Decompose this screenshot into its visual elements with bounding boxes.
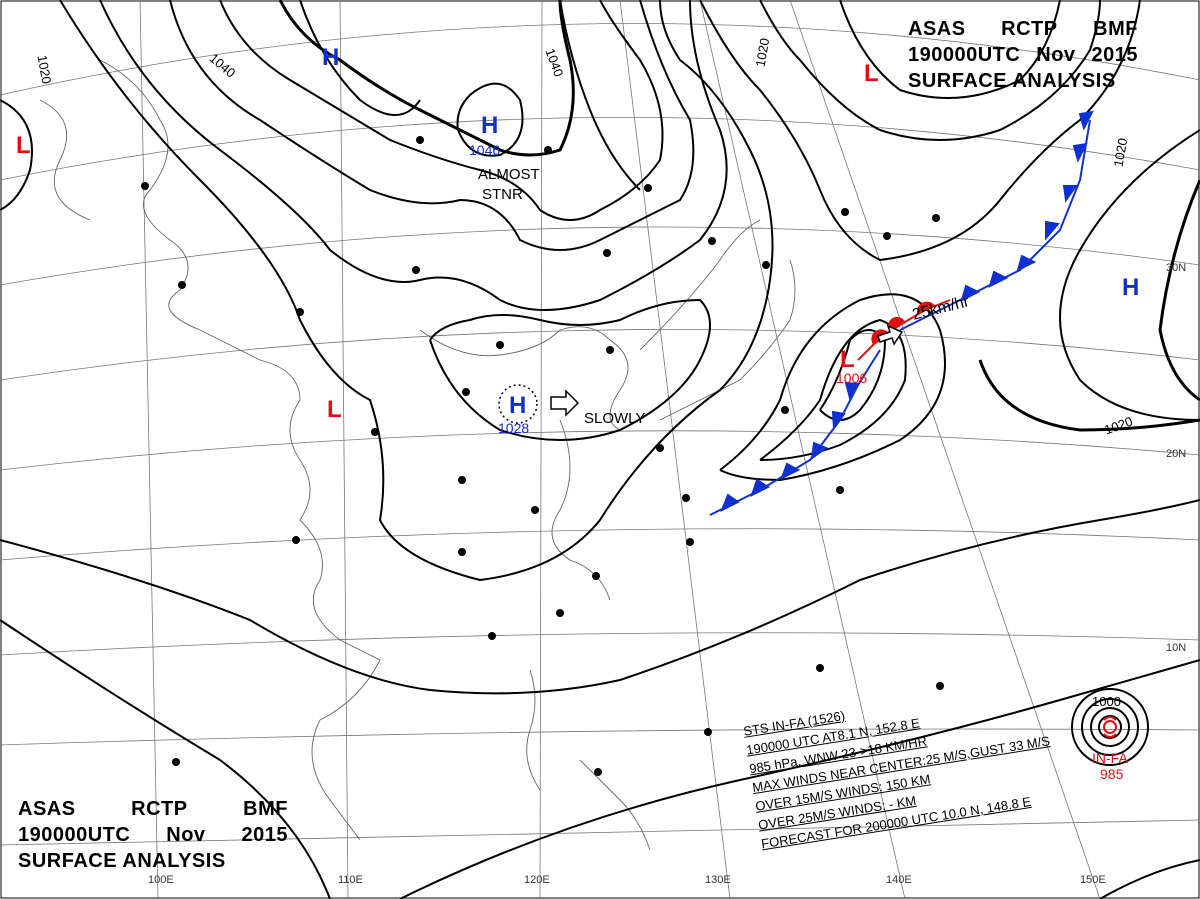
header-title: SURFACE ANALYSIS: [908, 70, 1116, 92]
header-time: 190000UTC: [18, 824, 131, 846]
header-bottom-left: ASAS RCTP BMF 190000UTC Nov 2015 SURFACE…: [18, 796, 288, 874]
motion-note-stnr: STNR: [482, 186, 523, 203]
header-top-right: ASAS RCTP BMF 190000UTC Nov 2015 SURFACE…: [908, 16, 1138, 94]
low-center-letter: L: [840, 346, 855, 373]
header-agency: ASAS: [908, 18, 966, 40]
high-center-value: 1028: [498, 420, 530, 436]
isobar-label: 1000: [1092, 694, 1121, 709]
header-station: RCTP: [131, 798, 188, 820]
high-center-letter: H: [509, 392, 527, 419]
header-month: Nov: [1036, 44, 1076, 66]
motion-arrows: [550, 324, 904, 417]
high-center-letter: H: [322, 44, 340, 71]
low-center-letter: L: [864, 60, 879, 87]
low-center-letter: L: [327, 396, 342, 423]
high-center-letter: H: [481, 112, 499, 139]
header-code: BMF: [243, 798, 288, 820]
cold-front: [709, 110, 1094, 516]
high-center-letter: H: [1122, 274, 1140, 301]
lon-label: 130E: [705, 874, 731, 886]
header-year: 2015: [1091, 44, 1138, 66]
typhoon-pressure: 985: [1100, 766, 1124, 782]
header-line-1: ASAS RCTP BMF: [18, 796, 288, 822]
header-line-2: 190000UTC Nov 2015: [18, 822, 288, 848]
typhoon-symbol: [1103, 716, 1117, 738]
header-year: 2015: [241, 824, 288, 846]
coastlines: [39, 59, 796, 851]
lat-label: 30N: [1166, 262, 1187, 274]
header-code: BMF: [1093, 18, 1138, 40]
warm-front: [857, 299, 951, 361]
motion-note-almost: ALMOST: [478, 166, 540, 183]
lon-label: 120E: [524, 874, 550, 886]
motion-note-slowly: SLOWLY: [584, 410, 646, 427]
lat-label: 20N: [1166, 448, 1187, 460]
high-center-value: 1046: [469, 142, 501, 158]
header-time: 190000UTC: [908, 44, 1021, 66]
low-center-letter: L: [16, 132, 31, 159]
lon-label: 100E: [148, 874, 174, 886]
low-center-value: 1006: [836, 370, 868, 386]
typhoon-name: IN-FA: [1092, 750, 1128, 766]
header-title: SURFACE ANALYSIS: [18, 850, 226, 872]
station-plots: [141, 136, 944, 776]
high-1028-ring: [498, 384, 538, 424]
lat-label: 10N: [1166, 642, 1187, 654]
lon-label: 110E: [338, 874, 363, 886]
header-agency: ASAS: [18, 798, 76, 820]
lon-label: 140E: [886, 874, 912, 886]
header-line-2: 190000UTC Nov 2015: [908, 42, 1138, 68]
lon-label: 150E: [1080, 874, 1106, 886]
header-line-1: ASAS RCTP BMF: [908, 16, 1138, 42]
header-station: RCTP: [1001, 18, 1058, 40]
header-month: Nov: [166, 824, 206, 846]
